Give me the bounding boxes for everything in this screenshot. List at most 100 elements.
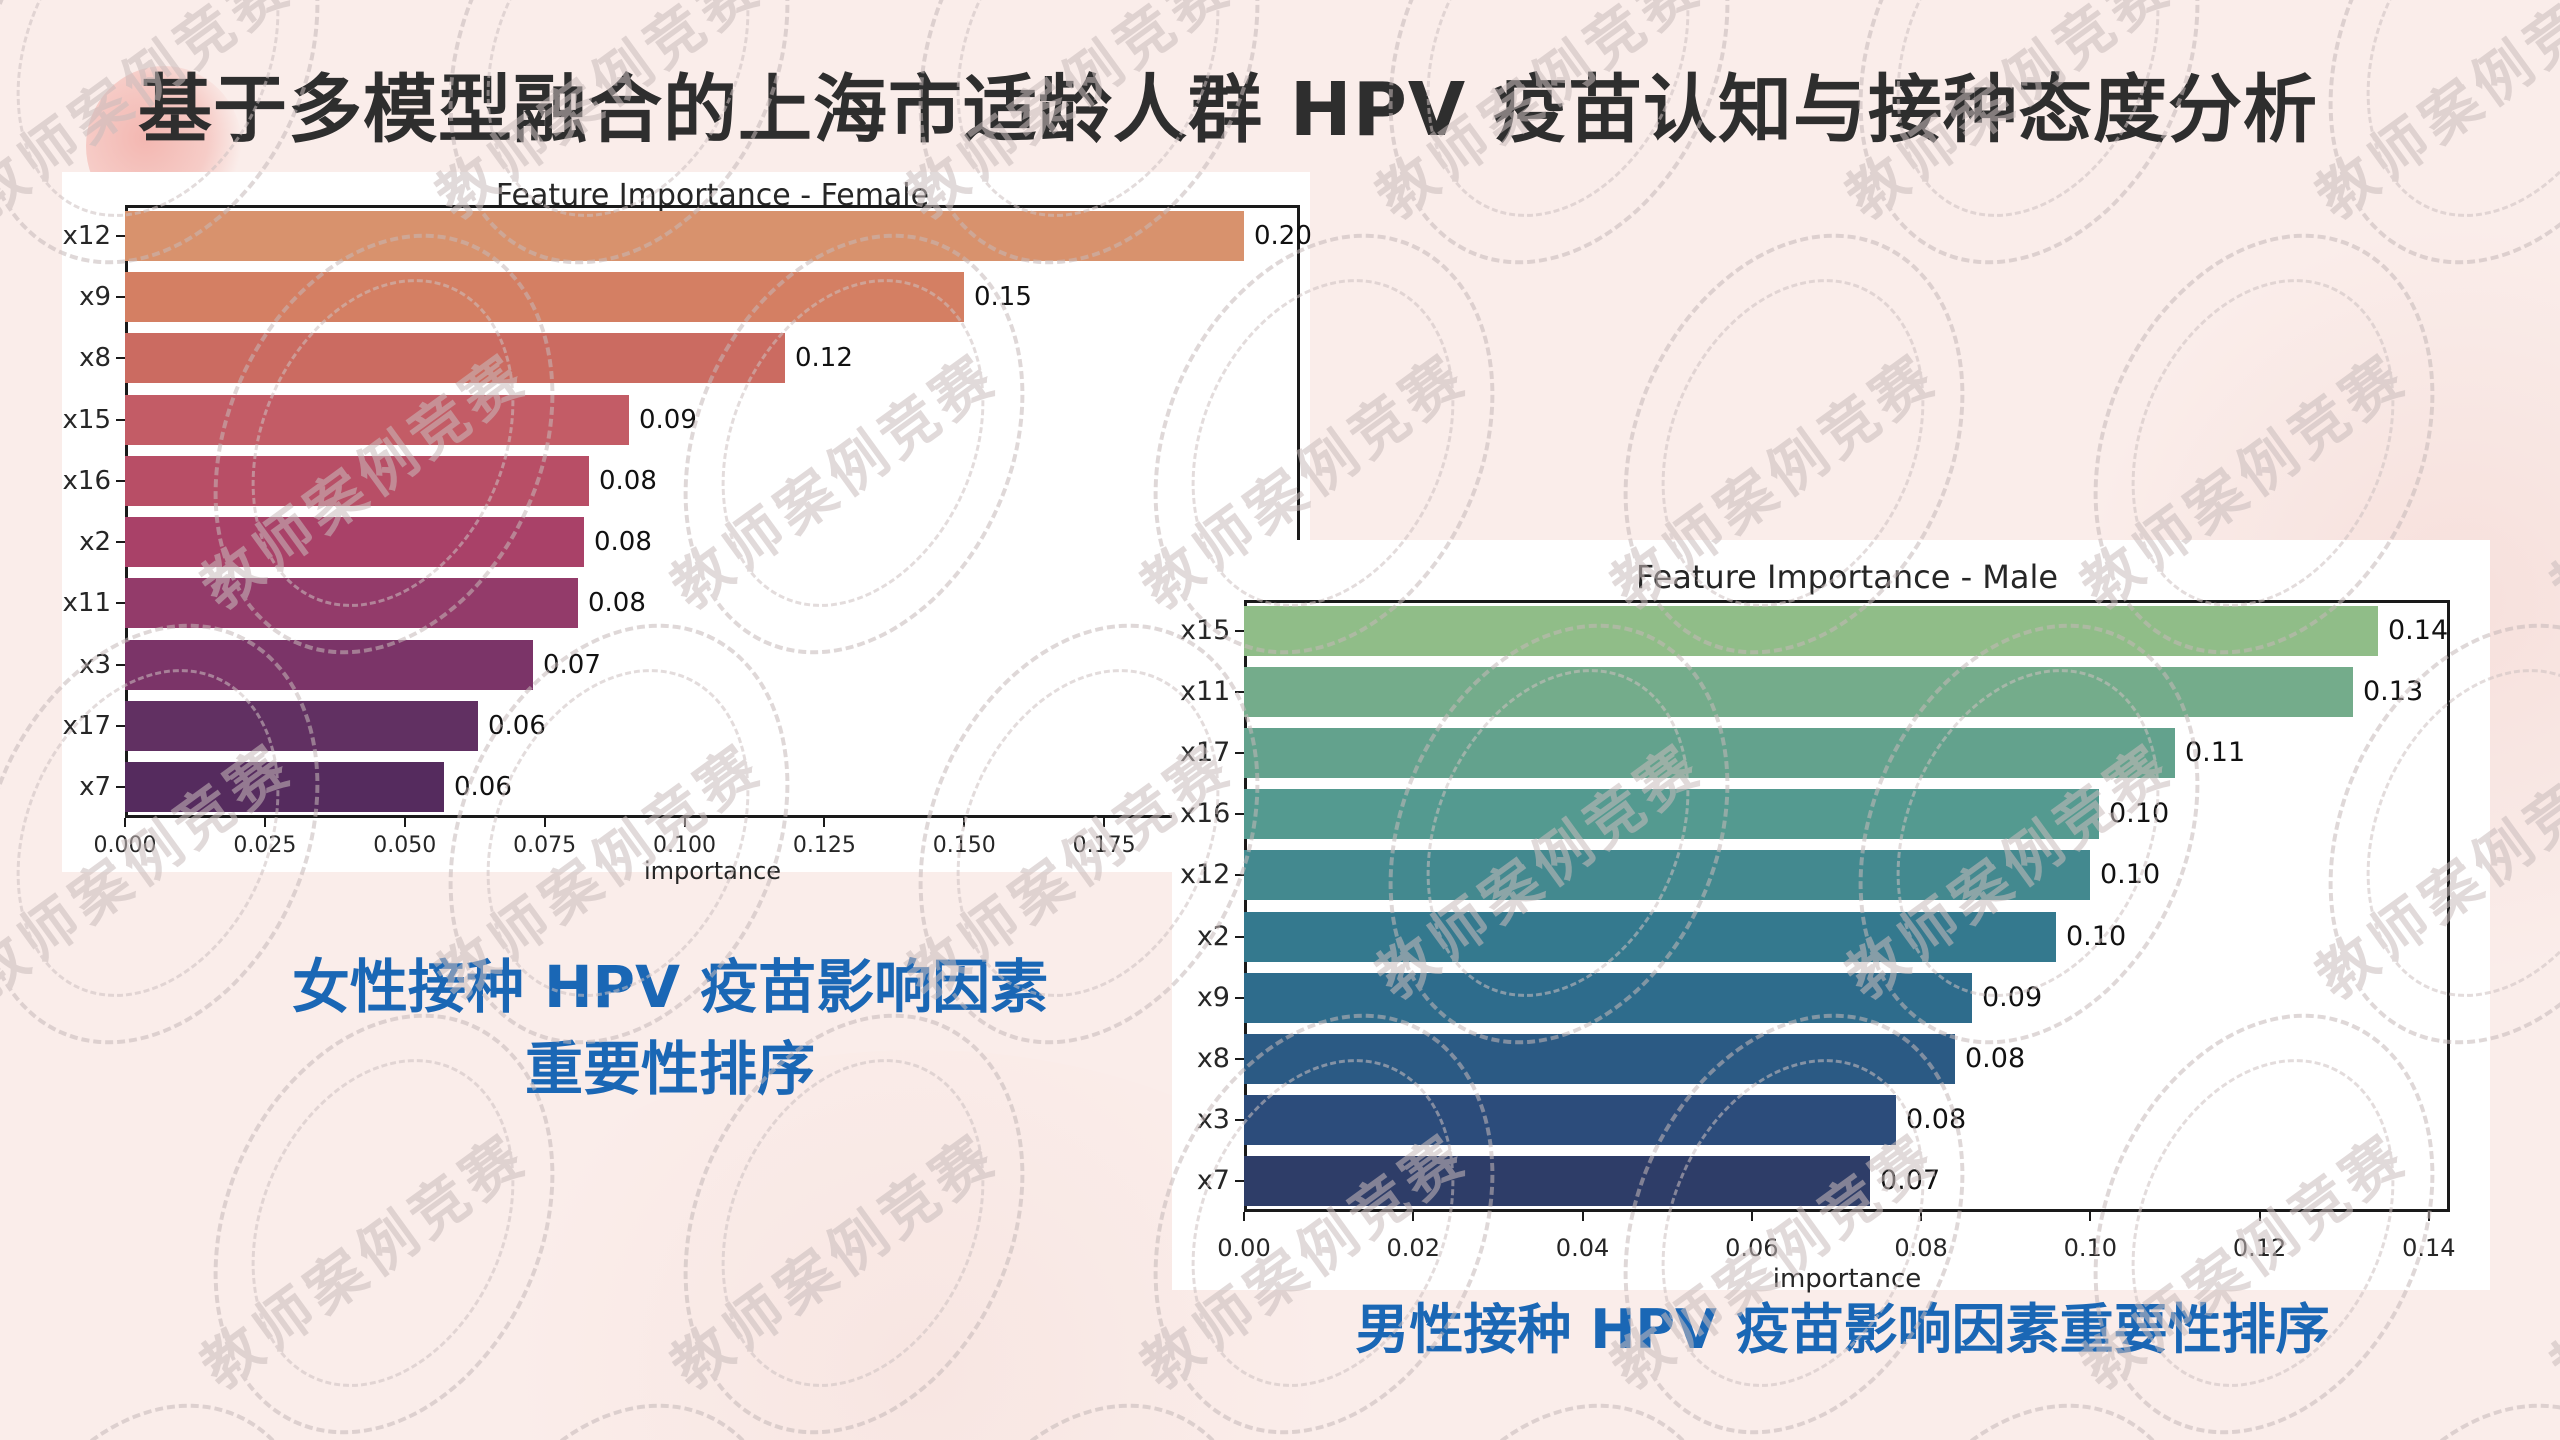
y-tick-mark	[116, 541, 125, 544]
watermark-ellipse-outer	[2264, 0, 2560, 319]
chart-title-male: Feature Importance - Male	[1635, 558, 2059, 596]
y-tick-mark	[1235, 1180, 1244, 1183]
bar-x9	[1244, 972, 1972, 1023]
bar-x12	[125, 210, 1244, 261]
value-label-x15: 0.14	[2388, 614, 2449, 646]
watermark-ellipse-outer	[1794, 0, 2264, 319]
watermark-ellipse-inner	[1376, 1407, 1740, 1440]
watermark-ellipse-inner	[2551, 237, 2560, 649]
value-label-x8: 0.12	[795, 343, 853, 374]
x-tick-mark	[2427, 1212, 2430, 1221]
watermark-ellipse-inner	[906, 1407, 1270, 1440]
watermark-ellipse-inner	[0, 1407, 330, 1440]
plot-area-female	[125, 205, 1300, 818]
category-label-x7: x7	[79, 772, 111, 803]
value-label-x2: 0.10	[2066, 920, 2127, 952]
value-label-x12: 0.20	[1254, 220, 1312, 251]
bar-x11	[125, 578, 578, 629]
bar-x3	[125, 639, 533, 690]
category-label-x12: x12	[62, 220, 111, 251]
x-tick-mark	[403, 818, 406, 827]
bar-x16	[1244, 789, 2099, 840]
watermark: 教师案例竞赛	[1794, 1349, 2270, 1440]
bar-x7	[125, 762, 444, 813]
category-label-x11: x11	[62, 588, 111, 619]
value-label-x7: 0.06	[454, 772, 512, 803]
watermark-ellipse-inner	[2551, 1017, 2560, 1429]
bar-x17	[125, 701, 478, 752]
x-tick-label: 0.150	[932, 833, 996, 858]
watermark: 教师案例竞赛	[1324, 1349, 1800, 1440]
y-tick-mark	[116, 357, 125, 360]
watermark: 教师案例竞赛	[0, 1349, 390, 1440]
category-label-x8: x8	[79, 343, 111, 374]
x-tick-mark	[1412, 1212, 1415, 1221]
category-label-x2: x2	[1196, 920, 1230, 952]
watermark-ellipse-outer	[1794, 1349, 2264, 1440]
y-tick-mark	[116, 234, 125, 237]
x-tick-label: 0.125	[792, 833, 856, 858]
value-label-x2: 0.08	[594, 527, 652, 558]
x-tick-mark	[543, 818, 546, 827]
watermark-text: 教师案例竞赛	[2538, 340, 2560, 622]
category-label-x15: x15	[62, 404, 111, 435]
y-tick-mark	[1235, 935, 1244, 938]
watermark-ellipse-outer	[854, 1349, 1324, 1440]
x-tick-label: 0.04	[1555, 1234, 1610, 1262]
y-tick-mark	[116, 786, 125, 789]
value-label-x3: 0.07	[543, 649, 601, 680]
bar-x15	[125, 394, 629, 445]
bar-x16	[125, 455, 589, 506]
x-tick-mark	[2258, 1212, 2261, 1221]
value-label-x16: 0.10	[2109, 798, 2170, 830]
y-tick-mark	[116, 663, 125, 666]
watermark-ellipse-outer	[2499, 179, 2560, 709]
male-feature-importance-chart: Feature Importance - Male importance x15…	[1172, 540, 2490, 1294]
value-label-x9: 0.15	[974, 281, 1032, 312]
x-tick-label: 0.00	[1217, 1234, 1271, 1262]
value-label-x9: 0.09	[1982, 981, 2043, 1013]
value-label-x11: 0.13	[2363, 675, 2424, 707]
x-axis-label-female: importance	[643, 857, 782, 885]
category-label-x7: x7	[1196, 1165, 1230, 1197]
x-tick-label: 0.000	[93, 833, 157, 858]
category-label-x17: x17	[1180, 737, 1231, 768]
category-label-x12: x12	[1180, 859, 1231, 891]
x-tick-label: 0.175	[1072, 833, 1136, 858]
x-tick-label: 0.14	[2402, 1234, 2456, 1262]
x-tick-mark	[1103, 818, 1106, 827]
y-tick-mark	[1235, 1119, 1244, 1122]
watermark: 教师案例竞赛	[2499, 959, 2560, 1440]
category-label-x8: x8	[1196, 1043, 1230, 1074]
page-title: 基于多模型融合的上海市适龄人群 HPV 疫苗认知与接种态度分析	[138, 67, 2318, 153]
bar-x9	[125, 271, 964, 322]
category-label-x2: x2	[79, 527, 111, 558]
female-caption-line2: 重要性排序	[524, 1035, 815, 1103]
x-tick-label: 0.12	[2232, 1234, 2287, 1262]
category-label-x17: x17	[62, 711, 111, 742]
x-tick-mark	[1920, 1212, 1923, 1221]
y-tick-mark	[116, 418, 125, 421]
value-label-x3: 0.08	[1906, 1104, 1967, 1136]
watermark-ellipse-inner	[436, 1407, 800, 1440]
bar-x12	[1244, 850, 2090, 901]
value-label-x7: 0.07	[1880, 1165, 1941, 1197]
y-tick-mark	[116, 295, 125, 298]
bar-x17	[1244, 728, 2175, 778]
x-tick-label: 0.075	[513, 833, 577, 858]
x-tick-label: 0.025	[233, 833, 297, 858]
watermark: 教师案例竞赛	[854, 1349, 1330, 1440]
bar-x8	[1244, 1034, 1955, 1084]
x-tick-mark	[1581, 1212, 1584, 1221]
x-axis-label-male: importance	[1772, 1264, 1922, 1294]
x-tick-mark	[963, 818, 966, 827]
x-tick-label: 0.08	[1894, 1234, 1948, 1262]
bar-x15	[1244, 605, 2378, 656]
x-tick-mark	[2089, 1212, 2092, 1221]
watermark-ellipse-outer	[2499, 959, 2560, 1440]
y-tick-mark	[1235, 996, 1244, 999]
watermark-ellipse-outer	[1324, 1349, 1794, 1440]
watermark-ellipse-inner	[2316, 1407, 2560, 1440]
value-label-x12: 0.10	[2100, 859, 2161, 891]
x-tick-label: 0.10	[2063, 1234, 2118, 1262]
